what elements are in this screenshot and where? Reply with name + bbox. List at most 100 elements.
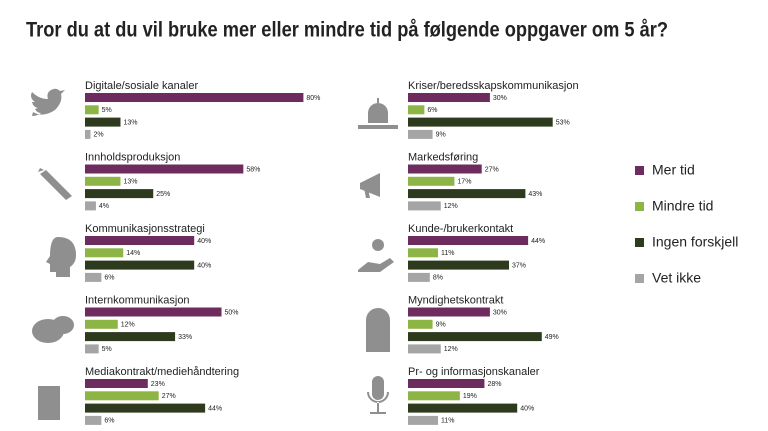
bar [408,379,485,388]
icon-pencil [38,168,72,200]
value-label: 19% [463,393,477,400]
value-label: 12% [444,203,458,210]
value-label: 44% [531,238,545,245]
value-label: 9% [436,132,446,139]
bar [85,248,124,258]
value-label: 49% [545,334,559,341]
value-label: 13% [123,179,137,186]
panel-label: Markedsføring [408,151,478,163]
legend-swatch [635,274,644,283]
panel-label: Myndighetskontrakt [408,294,503,306]
bar [408,129,433,139]
legend-label: Vet ikke [652,270,701,286]
legend-swatch [635,202,644,211]
bar [408,307,490,317]
value-label: 11% [441,250,455,257]
bar [408,176,455,186]
panel-label: Pr- og informasjonskanaler [408,366,540,378]
bar [408,319,433,329]
bar [85,391,159,401]
bar [408,236,529,245]
value-label: 13% [123,119,137,126]
icon-head [46,237,76,277]
panel-label: Kunde-/brukerkontakt [408,223,513,235]
value-label: 14% [126,250,140,257]
bar [85,129,91,139]
bar [85,260,195,270]
bar [85,236,195,245]
icon-person [372,239,384,251]
bar [85,105,99,115]
icon-document [38,386,60,420]
panel-label: Kommunikasjonsstrategi [85,223,205,235]
legend-label: Mindre tid [652,198,713,214]
value-label: 5% [102,346,112,353]
bar [85,344,99,354]
value-label: 2% [93,132,103,139]
value-label: 23% [151,381,165,388]
bar [408,415,439,425]
bar [408,391,460,401]
bar [85,403,206,413]
bar [85,307,222,317]
bar [85,201,96,211]
legend-label: Ingen forskjell [652,234,738,250]
value-label: 50% [225,309,239,316]
bar [85,117,121,127]
value-label: 6% [427,107,437,114]
bar [408,248,439,258]
bar [85,319,118,329]
bar [85,332,176,342]
bar [408,272,430,282]
bar [408,93,490,102]
bar [408,332,542,342]
bar [85,379,148,388]
icon-microphone-stand [367,392,389,414]
panel-label: Internkommunikasjon [85,294,190,306]
icon-officer [366,308,390,352]
value-label: 43% [528,191,542,198]
bar [408,164,482,174]
value-label: 5% [102,107,112,114]
legend-swatch [635,166,644,175]
bar [408,201,441,211]
bar [85,415,102,425]
icon-megaphone [360,173,380,198]
chart-title: Tror du at du vil bruke mer eller mindre… [26,19,668,42]
value-label: 58% [246,166,260,173]
panel-label: Digitale/sosiale kanaler [85,80,198,92]
value-label: 40% [197,238,211,245]
bar [85,93,304,102]
value-label: 6% [104,418,114,425]
icon-hand [358,258,394,272]
legend-swatch [635,238,644,247]
panel-label: Innholdsproduksjon [85,151,180,163]
legend-label: Mer tid [652,162,695,178]
panel-label: Kriser/beredsskapskommunikasjon [408,80,579,92]
value-label: 37% [512,262,526,269]
bar [408,344,441,354]
value-label: 11% [441,418,455,425]
bar [85,189,154,199]
icon-alarm [358,98,398,129]
panel-label: Mediakontrakt/mediehåndtering [85,366,239,378]
bar [408,105,425,115]
value-label: 33% [178,334,192,341]
value-label: 27% [485,166,499,173]
value-label: 53% [556,119,570,126]
value-label: 40% [197,262,211,269]
icon-microphone [372,376,384,400]
value-label: 4% [99,203,109,210]
value-label: 28% [487,381,501,388]
icon-twitter [31,88,65,116]
value-label: 12% [444,346,458,353]
bar [408,189,526,199]
value-label: 30% [493,95,507,102]
bar [408,260,510,270]
value-label: 80% [306,95,320,102]
bar [85,164,244,174]
bar [85,176,121,186]
bar [408,117,553,127]
icon-chat [52,316,74,334]
